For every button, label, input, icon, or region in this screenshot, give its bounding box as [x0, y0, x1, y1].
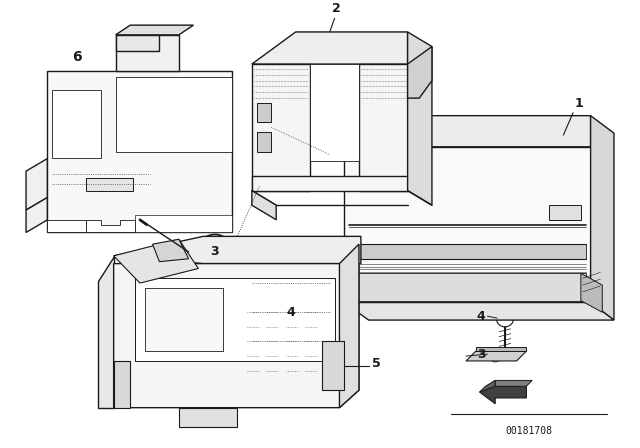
Polygon shape: [322, 341, 344, 390]
Polygon shape: [86, 220, 135, 233]
Polygon shape: [116, 35, 179, 71]
Polygon shape: [114, 237, 361, 263]
Polygon shape: [339, 244, 359, 408]
Polygon shape: [348, 118, 591, 159]
Text: 3: 3: [211, 246, 219, 258]
Polygon shape: [476, 347, 526, 351]
Polygon shape: [408, 47, 432, 98]
Polygon shape: [581, 273, 602, 312]
Polygon shape: [591, 116, 614, 320]
Polygon shape: [47, 220, 86, 233]
Polygon shape: [116, 77, 232, 152]
Polygon shape: [479, 380, 526, 404]
Text: 4: 4: [287, 306, 295, 319]
Polygon shape: [344, 116, 591, 147]
Polygon shape: [26, 159, 47, 210]
Polygon shape: [310, 64, 359, 161]
Polygon shape: [344, 302, 614, 320]
Polygon shape: [359, 64, 408, 190]
Polygon shape: [349, 273, 586, 301]
Text: 4: 4: [477, 310, 486, 323]
Polygon shape: [114, 239, 198, 283]
Polygon shape: [86, 178, 133, 190]
Polygon shape: [408, 32, 432, 205]
Polygon shape: [135, 215, 232, 233]
Polygon shape: [252, 64, 310, 190]
Text: 3: 3: [477, 348, 486, 361]
Polygon shape: [114, 263, 359, 408]
Circle shape: [415, 72, 419, 76]
Polygon shape: [116, 35, 159, 52]
Text: 1: 1: [575, 97, 584, 110]
Polygon shape: [145, 288, 223, 351]
Polygon shape: [98, 256, 114, 408]
Polygon shape: [252, 32, 408, 64]
Polygon shape: [252, 190, 276, 220]
Polygon shape: [257, 103, 271, 122]
Text: 2: 2: [332, 2, 341, 15]
Polygon shape: [257, 132, 271, 152]
Polygon shape: [52, 90, 101, 159]
Polygon shape: [152, 239, 189, 262]
Polygon shape: [479, 380, 495, 392]
Polygon shape: [344, 147, 591, 302]
Polygon shape: [26, 198, 47, 233]
Polygon shape: [252, 176, 408, 190]
Polygon shape: [135, 278, 335, 361]
Polygon shape: [179, 408, 237, 427]
Polygon shape: [116, 25, 193, 35]
Polygon shape: [548, 205, 581, 220]
Polygon shape: [348, 159, 591, 297]
Polygon shape: [349, 244, 586, 259]
Text: 5: 5: [372, 358, 380, 370]
Polygon shape: [114, 361, 130, 408]
Polygon shape: [47, 71, 232, 233]
Text: 00181708: 00181708: [506, 426, 553, 436]
Polygon shape: [466, 351, 526, 361]
Polygon shape: [495, 380, 532, 386]
Polygon shape: [152, 122, 172, 147]
Text: 6: 6: [72, 50, 81, 64]
